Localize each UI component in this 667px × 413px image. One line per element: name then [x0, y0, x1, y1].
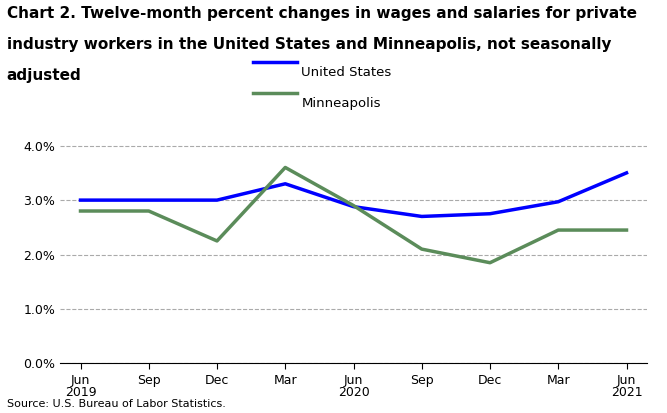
- Text: Minneapolis: Minneapolis: [301, 97, 381, 110]
- Text: adjusted: adjusted: [7, 68, 81, 83]
- Text: Source: U.S. Bureau of Labor Statistics.: Source: U.S. Bureau of Labor Statistics.: [7, 399, 225, 409]
- Text: Chart 2. Twelve-month percent changes in wages and salaries for private: Chart 2. Twelve-month percent changes in…: [7, 6, 637, 21]
- Text: industry workers in the United States and Minneapolis, not seasonally: industry workers in the United States an…: [7, 37, 611, 52]
- Text: United States: United States: [301, 66, 392, 79]
